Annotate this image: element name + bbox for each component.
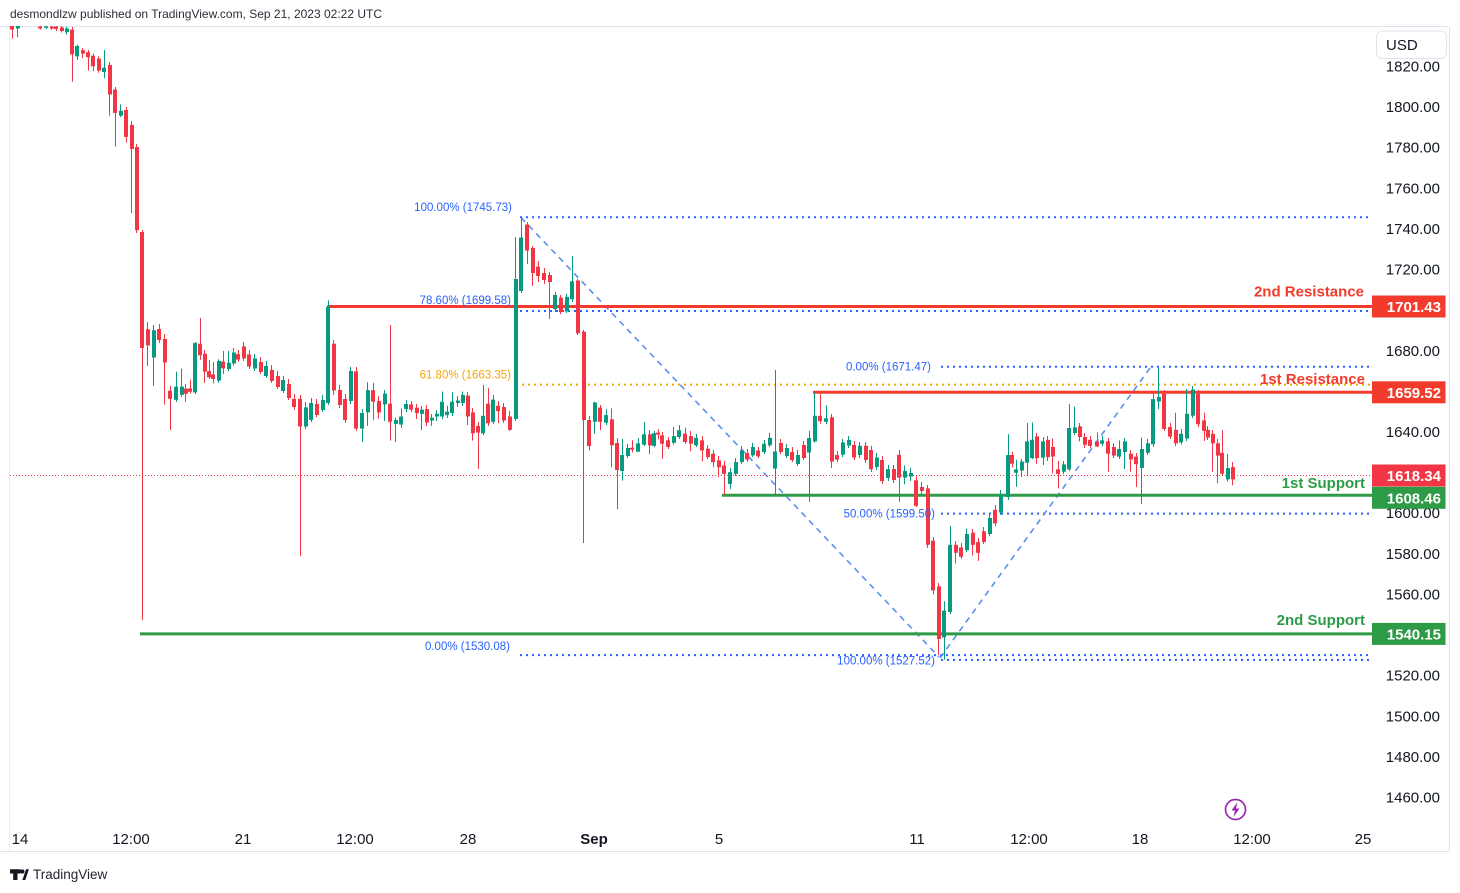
svg-text:1680.00: 1680.00: [1386, 343, 1440, 360]
svg-text:1701.43: 1701.43: [1387, 299, 1441, 316]
svg-text:5: 5: [715, 831, 723, 848]
svg-text:1520.00: 1520.00: [1386, 668, 1440, 685]
svg-text:2nd Support: 2nd Support: [1277, 612, 1365, 629]
svg-text:28: 28: [460, 831, 477, 848]
svg-text:1800.00: 1800.00: [1386, 99, 1440, 116]
svg-text:1560.00: 1560.00: [1386, 586, 1440, 603]
svg-text:TradingView: TradingView: [33, 867, 108, 882]
svg-text:1640.00: 1640.00: [1386, 424, 1440, 441]
svg-text:1500.00: 1500.00: [1386, 708, 1440, 725]
svg-text:1st Resistance: 1st Resistance: [1260, 371, 1365, 388]
svg-text:0.00% (1671.47): 0.00% (1671.47): [846, 362, 931, 374]
svg-text:12:00: 12:00: [336, 831, 374, 848]
svg-text:1460.00: 1460.00: [1386, 789, 1440, 806]
svg-text:21: 21: [235, 831, 252, 848]
svg-text:1st Support: 1st Support: [1282, 475, 1365, 492]
svg-text:1780.00: 1780.00: [1386, 140, 1440, 157]
svg-text:Sep: Sep: [580, 831, 608, 848]
svg-text:61.80% (1663.35): 61.80% (1663.35): [420, 370, 512, 382]
svg-text:1820.00: 1820.00: [1386, 59, 1440, 76]
svg-text:1740.00: 1740.00: [1386, 221, 1440, 238]
svg-text:12:00: 12:00: [112, 831, 150, 848]
svg-text:2nd Resistance: 2nd Resistance: [1254, 284, 1364, 301]
svg-text:1760.00: 1760.00: [1386, 180, 1440, 197]
svg-text:25: 25: [1355, 831, 1372, 848]
svg-text:50.00% (1599.50): 50.00% (1599.50): [844, 509, 936, 521]
svg-text:1540.15: 1540.15: [1387, 626, 1441, 643]
svg-text:78.60% (1699.58): 78.60% (1699.58): [420, 295, 512, 307]
svg-text:100.00% (1745.73): 100.00% (1745.73): [414, 202, 512, 214]
svg-text:1608.46: 1608.46: [1387, 490, 1441, 507]
svg-text:0.00% (1530.08): 0.00% (1530.08): [425, 641, 510, 653]
svg-text:1600.00: 1600.00: [1386, 505, 1440, 522]
svg-text:desmondlzw published on Tradin: desmondlzw published on TradingView.com,…: [10, 7, 382, 21]
svg-text:18: 18: [1132, 831, 1149, 848]
svg-text:1618.34: 1618.34: [1387, 468, 1442, 485]
svg-text:12:00: 12:00: [1233, 831, 1271, 848]
svg-text:1659.52: 1659.52: [1387, 385, 1441, 402]
svg-text:100.00% (1527.52): 100.00% (1527.52): [837, 656, 935, 668]
svg-text:1580.00: 1580.00: [1386, 546, 1440, 563]
svg-text:12:00: 12:00: [1010, 831, 1048, 848]
svg-text:USD: USD: [1386, 37, 1418, 54]
svg-text:1720.00: 1720.00: [1386, 262, 1440, 279]
svg-text:1480.00: 1480.00: [1386, 749, 1440, 766]
svg-text:14: 14: [12, 831, 29, 848]
svg-text:11: 11: [909, 831, 925, 848]
